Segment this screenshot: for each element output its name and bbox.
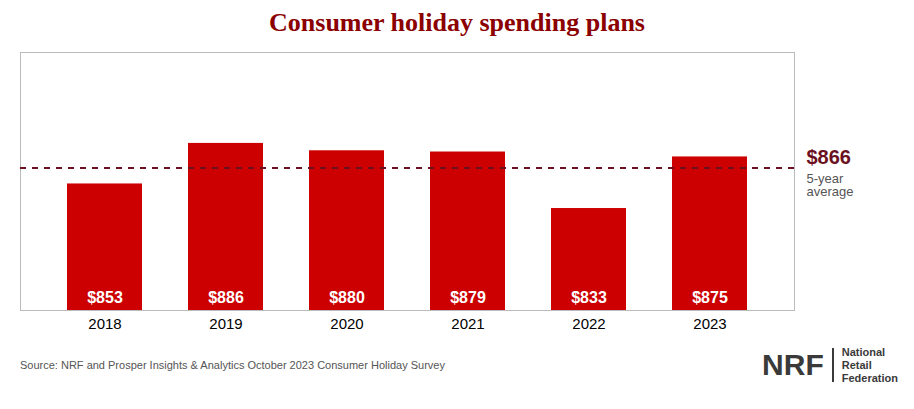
svg-text:2021: 2021 xyxy=(451,315,484,332)
svg-text:$879: $879 xyxy=(450,289,486,306)
svg-text:$866: $866 xyxy=(807,146,852,168)
html-text:Source: NRF and Prosper Insigh: Source: NRF and Prosper Insights & Analy… xyxy=(20,359,445,371)
svg-text:$833: $833 xyxy=(571,289,607,306)
svg-text:2022: 2022 xyxy=(572,315,605,332)
svg-text:$853: $853 xyxy=(87,289,123,306)
html-text:National: National xyxy=(841,345,886,358)
svg-text:2018: 2018 xyxy=(88,315,121,332)
html-text:Federation: Federation xyxy=(841,371,898,384)
svg-text:2023: 2023 xyxy=(693,315,726,332)
svg-text:$880: $880 xyxy=(329,289,365,306)
svg-text:2019: 2019 xyxy=(209,315,242,332)
svg-text:2020: 2020 xyxy=(330,315,363,332)
svg-text:$886: $886 xyxy=(208,289,244,306)
html-text:Retail: Retail xyxy=(841,358,872,371)
svg-text:5-yearaverage: 5-yearaverage xyxy=(807,171,854,199)
svg-text:$875: $875 xyxy=(692,289,728,306)
html-text:Consumer holiday spending plan: Consumer holiday spending plans xyxy=(269,8,645,37)
html-text:NRF: NRF xyxy=(762,348,824,381)
